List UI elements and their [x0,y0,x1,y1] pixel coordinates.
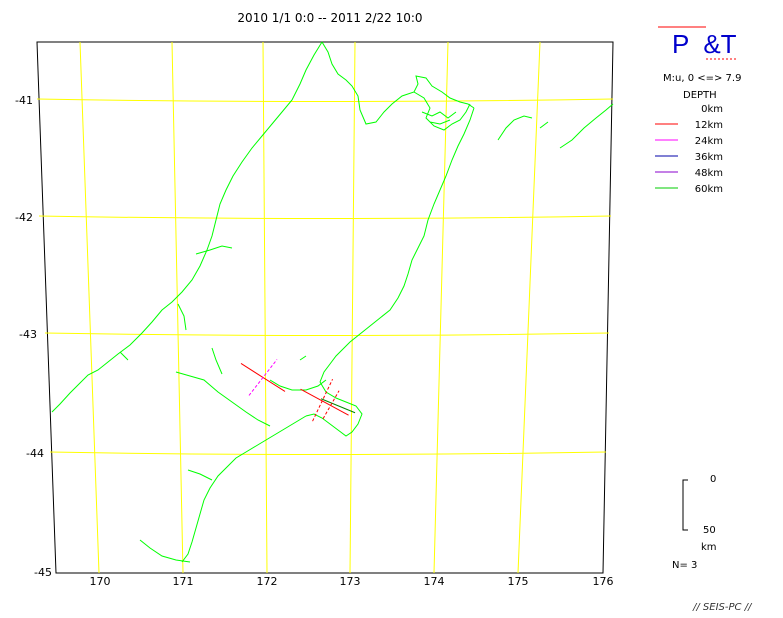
t-axis [312,378,334,422]
banks-peninsula [305,381,363,437]
p-axis [300,388,349,416]
depth-legend-label: 12km [695,120,723,131]
canterbury-coast [181,415,307,563]
depth-legend-label: 0km [701,104,723,115]
t-axis [322,390,340,419]
lon-line-174 [433,41,449,574]
footer-credit: // SEIS-PC // [692,602,753,613]
t-axis [248,359,278,396]
depth-legend: 0km 12km 24km 36km 48km 60km [655,104,723,195]
depth-title: DEPTH [683,90,717,101]
lon-line-171 [171,41,184,574]
lon-label-175: 175 [508,575,529,588]
north-coast [321,41,475,125]
lat-line-41 [36,98,614,102]
lon-line-175 [517,41,541,574]
marlborough-sounds [413,91,471,131]
map-title: 2010 1/1 0:0 -- 2011 2/22 10:0 [237,11,422,25]
depth-legend-label: 36km [695,152,723,163]
event-count: N= 3 [672,560,697,571]
north-island-tip [497,103,614,149]
graticule [36,41,614,574]
p-axis [320,398,356,414]
east-coast [319,107,475,383]
legend: P &T M:u, 0 <=> 7.9 DEPTH 0km 12km 24km 36k… [655,26,741,195]
scale-bottom: 50 [703,525,716,536]
lat-label-43: -43 [19,328,37,341]
scale-unit: km [701,542,717,553]
lon-label-173: 173 [340,575,361,588]
lon-label-176: 176 [593,575,614,588]
mechanism-label: P &T [672,29,737,59]
lake-ellesmere [269,379,327,391]
lon-label-174: 174 [424,575,445,588]
west-coast [51,41,323,413]
lon-line-172 [262,41,268,574]
lon-label-172: 172 [257,575,278,588]
depth-legend-label: 48km [695,168,723,179]
lat-line-44 [49,451,607,455]
lat-label-45: -45 [34,566,52,579]
lat-line-43 [44,332,610,336]
scale-bar-bracket [682,479,688,531]
lat-label-42: -42 [15,211,33,224]
lat-line-42 [38,215,612,219]
scale-bar: 0 50 km [682,474,717,553]
lat-label-44: -44 [26,447,44,460]
map-area: -41 -42 -43 -44 -45 170 171 172 173 174 … [15,41,614,588]
map-frame [36,41,614,574]
lon-line-173 [349,41,356,574]
events-layer [240,359,356,422]
depth-legend-label: 60km [695,184,723,195]
magnitude-range: M:u, 0 <=> 7.9 [663,73,741,84]
rivers [119,245,307,563]
lon-label-171: 171 [173,575,194,588]
scale-top: 0 [710,474,716,485]
lon-line-170 [79,41,100,574]
lon-label-170: 170 [90,575,111,588]
coastline [51,41,614,563]
depth-legend-label: 24km [695,136,723,147]
lat-label-41: -41 [15,94,33,107]
